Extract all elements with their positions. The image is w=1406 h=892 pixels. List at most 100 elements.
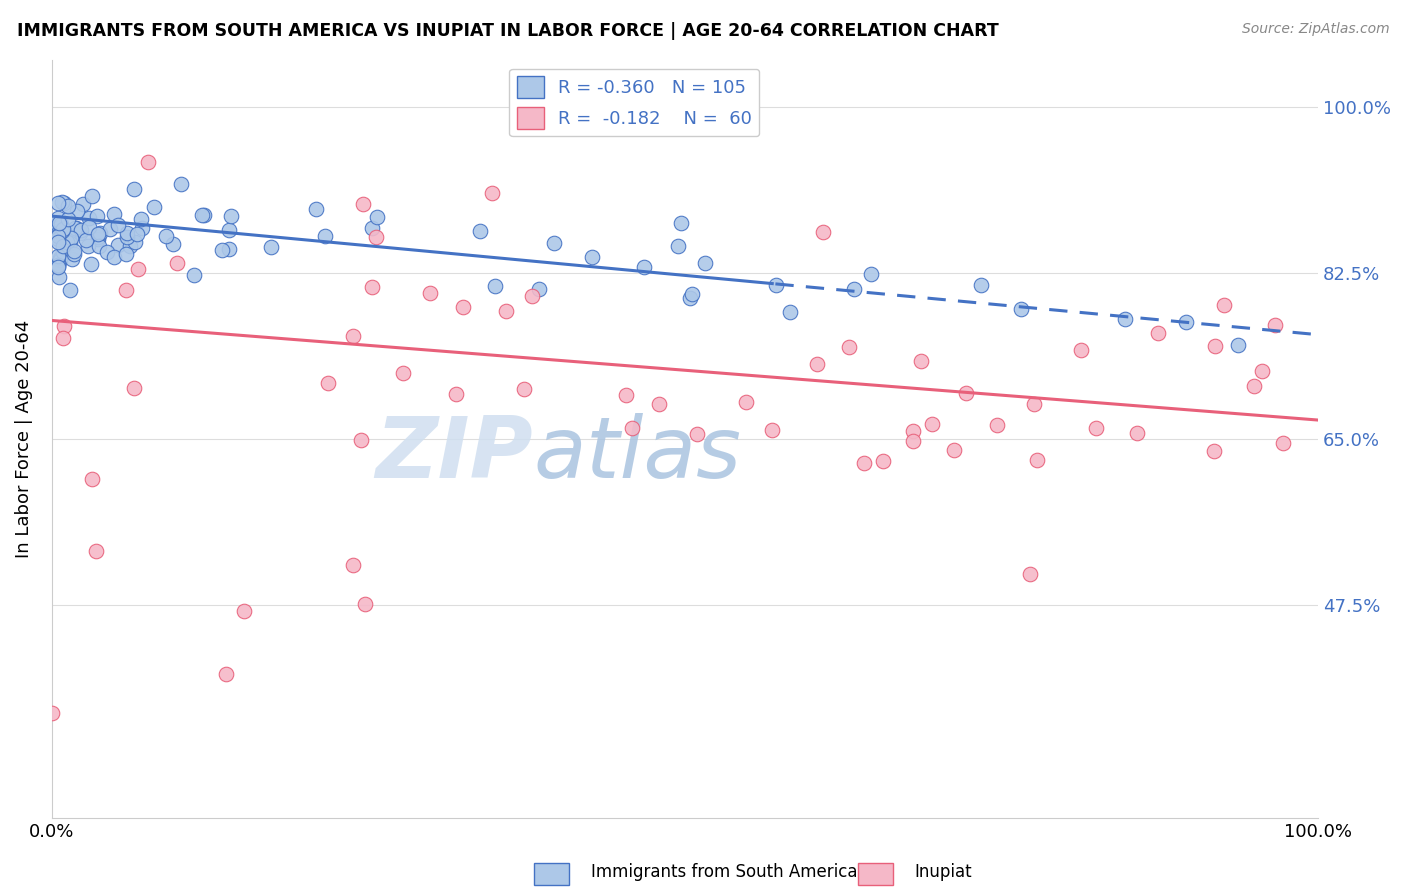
Point <box>1126 425 1149 440</box>
Point <box>131 220 153 235</box>
Point <box>142 200 165 214</box>
Point <box>614 388 637 402</box>
Point <box>72 197 94 211</box>
Point <box>191 208 214 222</box>
Point <box>735 395 758 409</box>
Point <box>1204 339 1226 353</box>
Point <box>811 225 834 239</box>
Point <box>103 207 125 221</box>
Point <box>314 229 336 244</box>
Point <box>41 706 63 721</box>
Point <box>218 223 240 237</box>
Point <box>633 260 655 275</box>
Point <box>366 210 388 224</box>
Point <box>901 434 924 449</box>
Point <box>170 177 193 191</box>
Point <box>48 216 70 230</box>
Point <box>215 666 238 681</box>
Point <box>63 220 86 235</box>
Point <box>58 199 80 213</box>
Point <box>520 289 543 303</box>
Point <box>838 340 860 354</box>
Point <box>1025 452 1047 467</box>
Point <box>127 262 149 277</box>
Point <box>1114 312 1136 326</box>
Point <box>986 418 1008 433</box>
Point <box>63 244 86 259</box>
Point <box>46 228 69 243</box>
Point <box>87 227 110 241</box>
Point <box>221 209 243 223</box>
Text: Inupiat: Inupiat <box>914 863 972 881</box>
Point <box>75 233 97 247</box>
Point <box>46 226 69 240</box>
Point <box>1250 364 1272 378</box>
Point <box>69 227 91 241</box>
Point <box>84 544 107 558</box>
Point <box>260 240 283 254</box>
Text: atlas: atlas <box>533 413 741 496</box>
Point <box>779 305 801 319</box>
Point <box>391 367 413 381</box>
Point <box>56 235 79 250</box>
Point <box>155 228 177 243</box>
Point <box>305 202 328 217</box>
Point <box>1084 421 1107 435</box>
Point <box>366 230 388 244</box>
Point <box>107 218 129 232</box>
Point <box>79 211 101 225</box>
Point <box>844 283 866 297</box>
Point <box>193 208 215 222</box>
Point <box>87 232 110 246</box>
Point <box>761 423 783 437</box>
Point <box>360 220 382 235</box>
Point <box>686 426 709 441</box>
Point <box>117 229 139 244</box>
Point <box>115 283 138 297</box>
Point <box>51 195 73 210</box>
Point <box>211 243 233 257</box>
Point <box>648 396 671 410</box>
Point <box>233 604 256 618</box>
Point <box>695 255 717 269</box>
Point <box>955 385 977 400</box>
Point <box>46 211 69 226</box>
Text: ZIP: ZIP <box>375 413 533 496</box>
Point <box>58 233 80 247</box>
Point <box>1243 379 1265 393</box>
Point <box>52 244 75 259</box>
Point <box>63 247 86 261</box>
Point <box>1202 443 1225 458</box>
Point <box>127 227 149 241</box>
Y-axis label: In Labor Force | Age 20-64: In Labor Force | Age 20-64 <box>15 320 32 558</box>
Point <box>1147 326 1170 340</box>
Text: IMMIGRANTS FROM SOUTH AMERICA VS INUPIAT IN LABOR FORCE | AGE 20-64 CORRELATION : IMMIGRANTS FROM SOUTH AMERICA VS INUPIAT… <box>17 22 998 40</box>
Point <box>46 260 69 275</box>
Point <box>361 280 384 294</box>
Point <box>921 417 943 432</box>
Point <box>316 376 339 391</box>
Point <box>484 279 506 293</box>
Point <box>56 212 79 227</box>
Point <box>942 442 965 457</box>
Point <box>581 250 603 264</box>
Point <box>51 224 73 238</box>
Point <box>46 195 69 210</box>
Point <box>46 249 69 263</box>
Point <box>58 235 80 249</box>
Point <box>77 219 100 234</box>
Point <box>1010 302 1032 317</box>
Point <box>872 453 894 467</box>
Point <box>1070 343 1092 357</box>
Legend: R = -0.360   N = 105, R =  -0.182    N =  60: R = -0.360 N = 105, R = -0.182 N = 60 <box>509 69 759 136</box>
Point <box>444 387 467 401</box>
Point <box>80 257 103 271</box>
Point <box>527 281 550 295</box>
Point <box>669 216 692 230</box>
Point <box>129 211 152 226</box>
Point <box>1226 338 1249 352</box>
Point <box>48 269 70 284</box>
Point <box>166 256 188 270</box>
Point <box>115 226 138 240</box>
Point <box>89 239 111 253</box>
